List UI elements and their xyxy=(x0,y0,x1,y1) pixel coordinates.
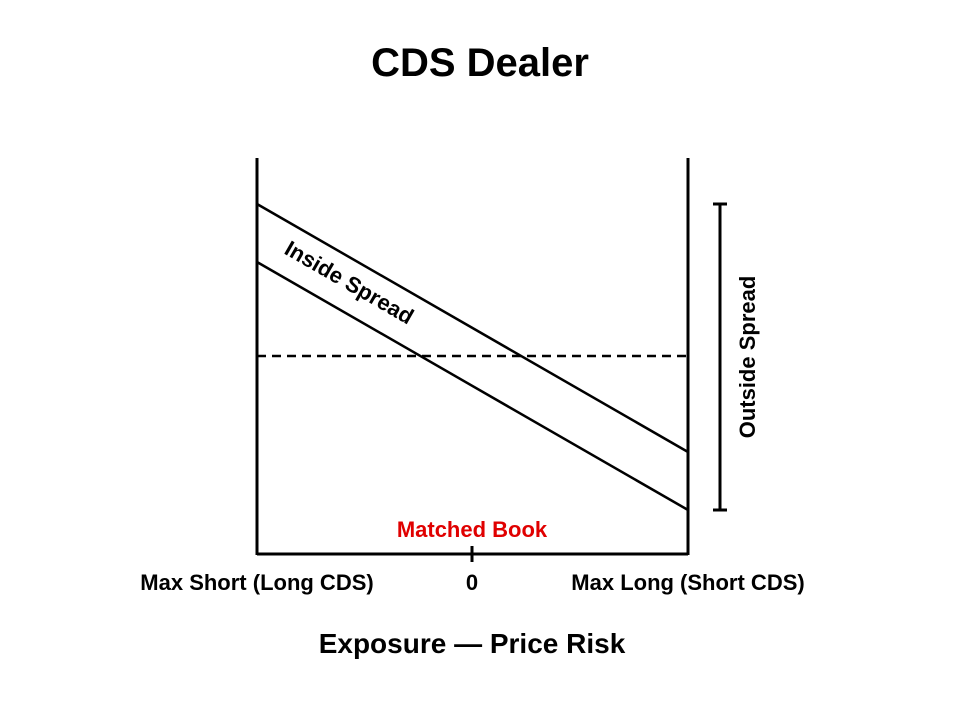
lower-spread-line xyxy=(256,260,689,512)
diagram-title: CDS Dealer xyxy=(371,41,589,85)
zero-label: 0 xyxy=(466,570,478,595)
max-short-label: Max Short (Long CDS) xyxy=(140,570,373,595)
max-long-label: Max Long (Short CDS) xyxy=(571,570,804,595)
matched-book-label: Matched Book xyxy=(397,517,548,542)
upper-spread-line xyxy=(256,202,689,454)
outside-spread-label: Outside Spread xyxy=(735,276,760,439)
axis-title: Exposure — Price Risk xyxy=(319,628,626,659)
